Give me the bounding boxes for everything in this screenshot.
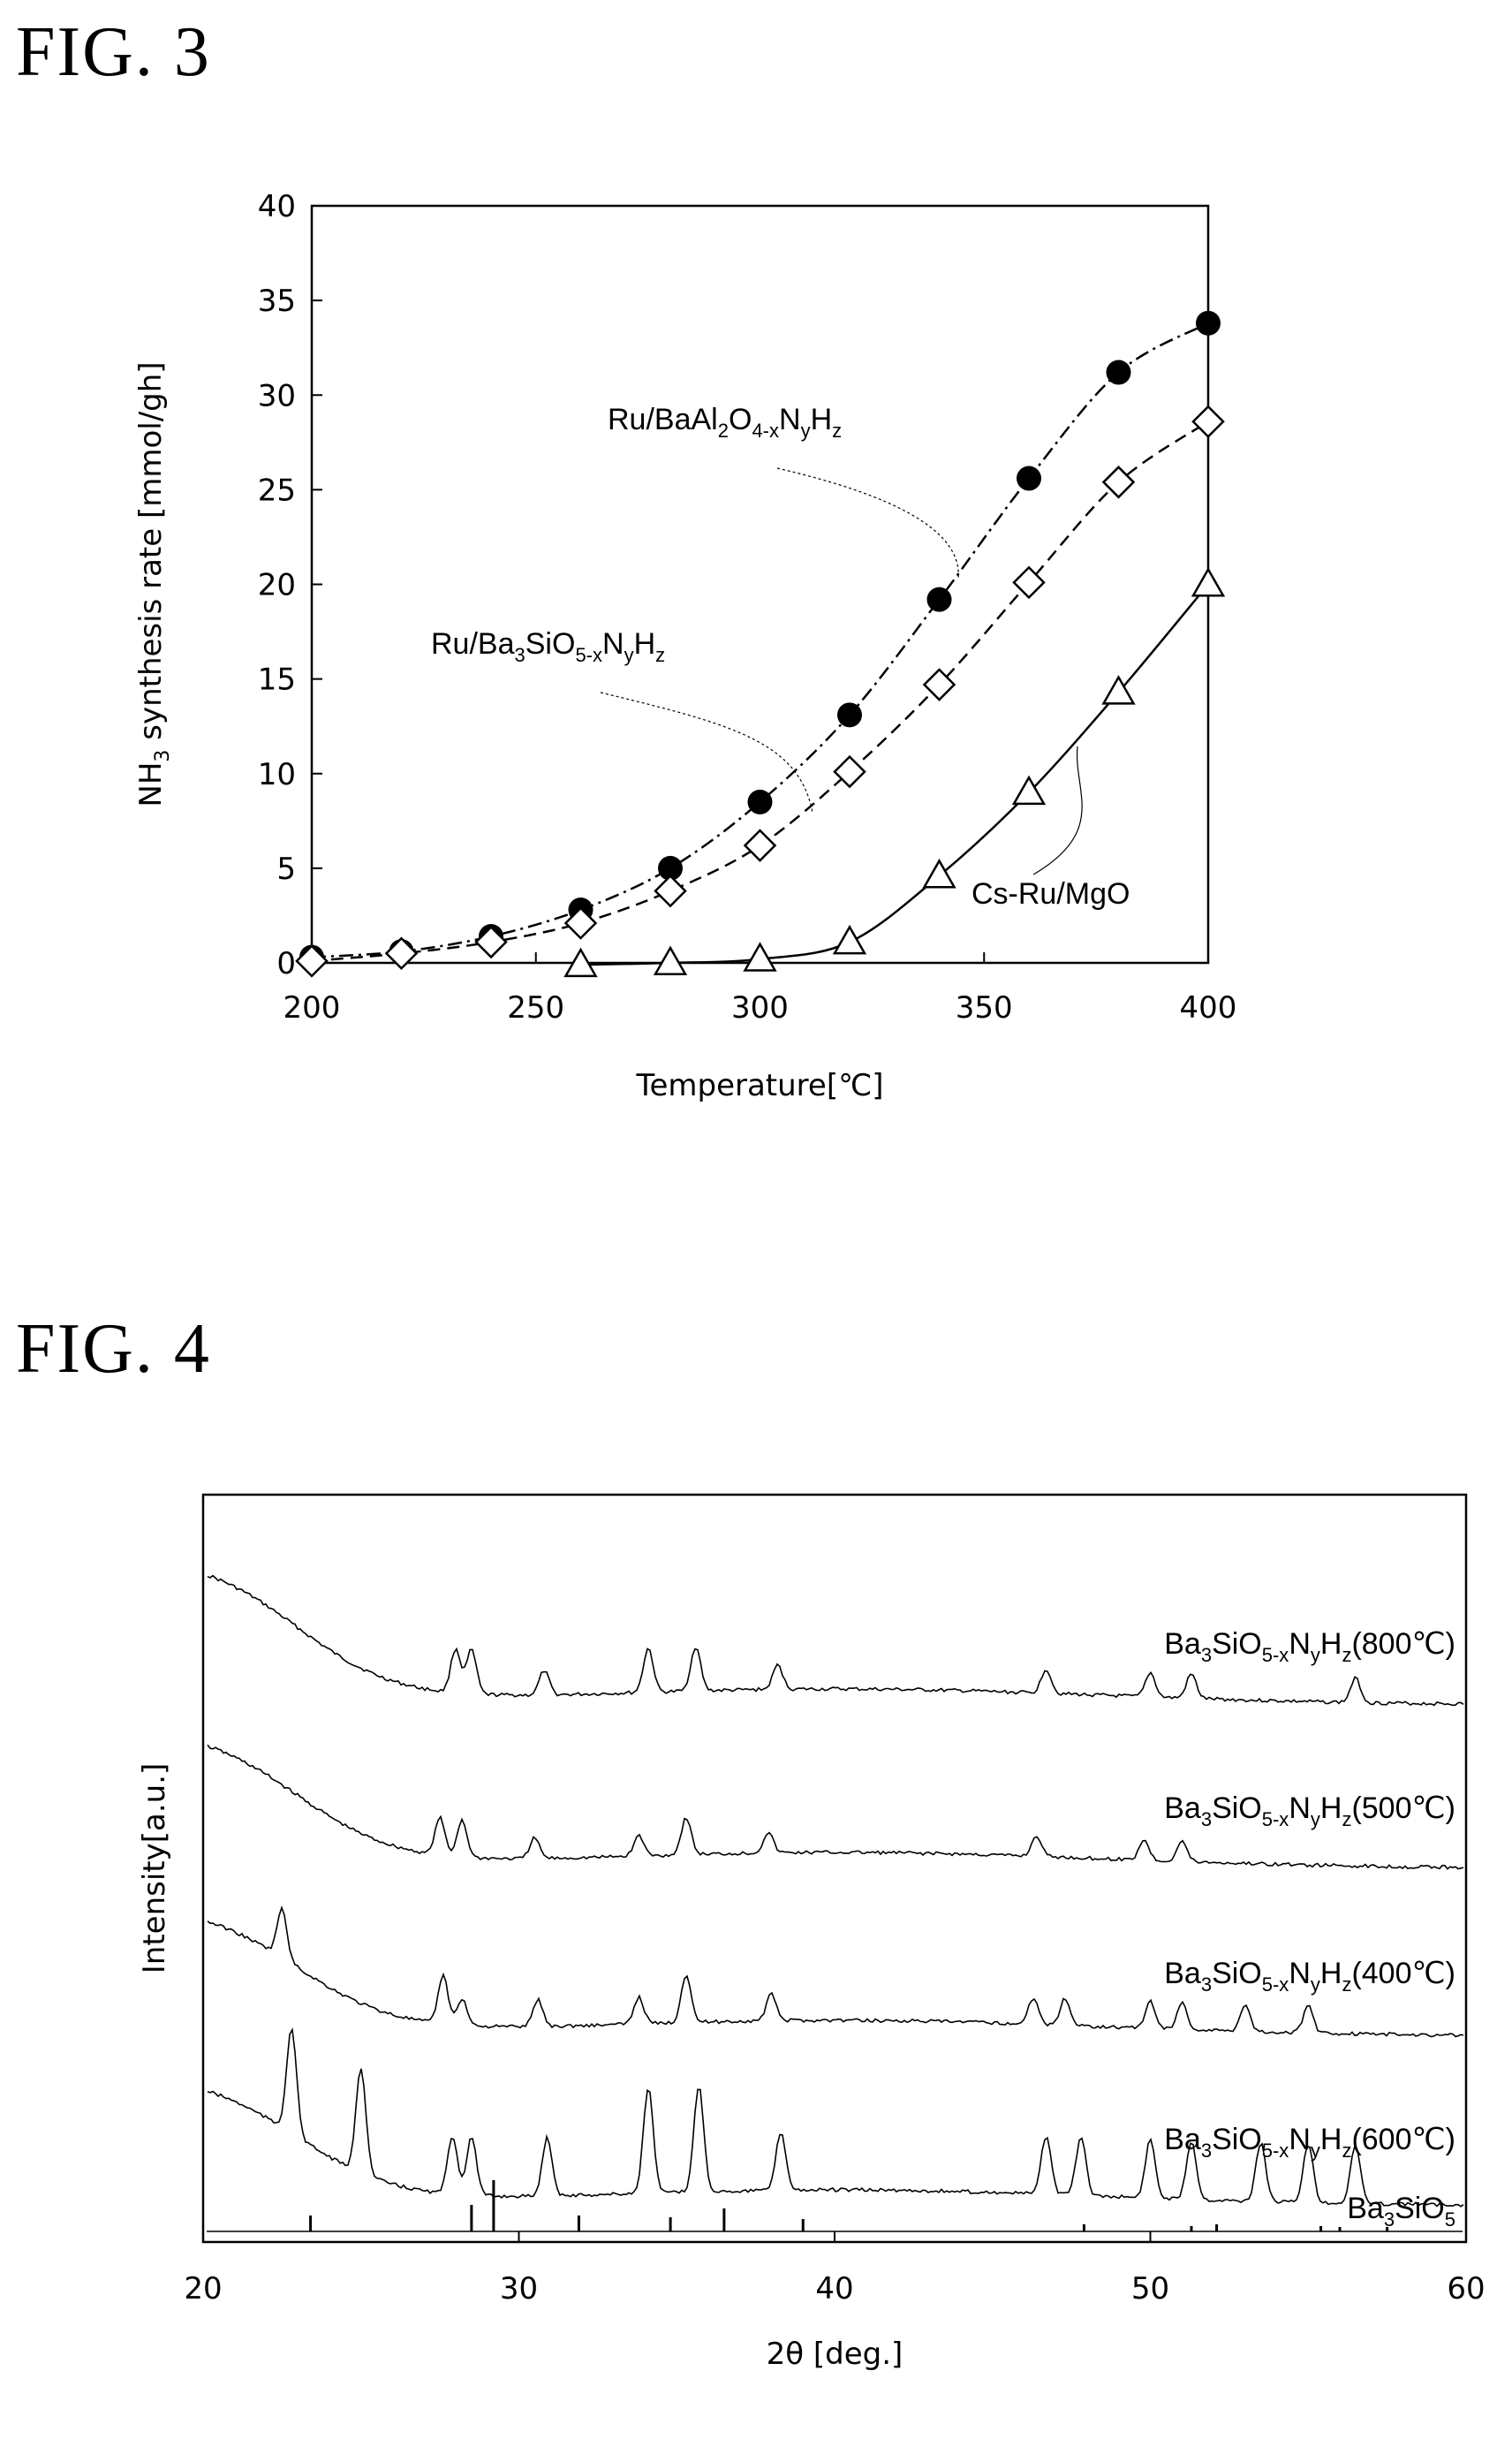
fig3-y-tick-label: 5	[276, 852, 296, 887]
fig3-y-tick-label: 35	[258, 284, 296, 319]
fig3-series-line	[311, 322, 1209, 958]
fig3-x-tick-label: 400	[1180, 990, 1237, 1026]
fig3-series-label: Ru/Ba3SiO5-xNyHz	[431, 627, 665, 666]
fig3-series-label: Ru/BaAl2O4-xNyHz	[608, 403, 842, 442]
fig3-y-tick-label: 15	[258, 663, 296, 698]
fig3-point-diamond	[1101, 466, 1136, 499]
fig3-leader-line	[1032, 746, 1083, 875]
fig3-point-circle	[1196, 310, 1221, 336]
fig3-y-axis-label: NH3 synthesis rate [mmol/gh]	[133, 361, 174, 807]
fig4-series-label: Ba3SiO5-xNyHz(800℃)	[1164, 1627, 1455, 1666]
fig3-point-diamond	[922, 668, 956, 701]
fig3-point-triangle	[922, 858, 956, 889]
fig3-point-triangle	[1011, 775, 1047, 806]
figure-4-title: FIG. 4	[16, 1310, 211, 1388]
fig3-y-tick-label: 40	[258, 189, 296, 224]
fig4-pattern-line	[207, 2027, 1464, 2208]
fig3-x-tick-label: 200	[284, 990, 341, 1026]
fig3-point-triangle	[1191, 566, 1226, 597]
fig3-leader-line	[600, 692, 813, 814]
fig4-x-tick-label: 50	[1131, 2271, 1169, 2306]
fig4-series-label: Ba3SiO5	[1347, 2192, 1455, 2231]
fig3-point-circle	[1106, 360, 1131, 385]
fig3-point-diamond	[384, 936, 419, 971]
fig3-x-tick-label: 250	[507, 990, 564, 1026]
fig4-x-axis-label: 2θ [deg.]	[767, 2337, 903, 2372]
fig3-point-circle	[658, 855, 683, 881]
fig3-point-diamond	[654, 874, 687, 908]
fig3-series-line	[311, 420, 1209, 963]
fig4-x-tick-label: 30	[500, 2271, 538, 2306]
fig3-point-circle	[1017, 466, 1041, 491]
fig3-leader-line	[776, 467, 959, 579]
fig3-point-diamond	[1012, 565, 1046, 600]
fig3-point-triangle	[832, 924, 867, 955]
fig3-point-diamond	[474, 925, 508, 959]
fig4-series-label: Ba3SiO5-xNyHz(400℃)	[1164, 1957, 1455, 1996]
fig3-point-diamond	[563, 906, 598, 940]
fig4-pattern-line	[207, 1744, 1464, 1870]
figure-3-title: FIG. 3	[16, 13, 211, 91]
fig3-point-diamond	[295, 944, 329, 978]
fig3-x-tick-label: 350	[956, 990, 1013, 1026]
fig3-point-triangle	[743, 942, 777, 972]
fig4-pattern-line	[207, 1574, 1464, 1707]
fig3-y-tick-label: 30	[258, 378, 296, 413]
fig3-point-circle	[837, 702, 862, 728]
fig3-x-tick-label: 300	[731, 990, 789, 1026]
fig3-y-tick-label: 25	[258, 473, 296, 508]
fig3-y-tick-label: 20	[258, 568, 296, 603]
fig4-pattern-line	[207, 1905, 1464, 2038]
fig3-point-circle	[926, 587, 952, 612]
fig4-x-tick-label: 60	[1447, 2271, 1485, 2306]
fig4-series-label: Ba3SiO5-xNyHz(500℃)	[1164, 1791, 1455, 1830]
fig3-y-tick-label: 0	[276, 946, 296, 981]
fig3-x-axis-label: Temperature[℃]	[635, 1068, 883, 1103]
fig4-y-axis-label: Intensity[a.u.]	[137, 1763, 172, 1974]
fig4-series-label: Ba3SiO5-xNyHz(600℃)	[1164, 2123, 1455, 2162]
fig3-point-triangle	[1101, 675, 1136, 705]
fig3-point-triangle	[653, 945, 688, 975]
fig4-x-tick-label: 40	[815, 2271, 853, 2306]
fig3-point-diamond	[833, 754, 866, 789]
fig3-point-diamond	[1191, 405, 1225, 439]
fig3-point-triangle	[563, 947, 598, 978]
fig3-point-circle	[747, 789, 773, 814]
fig4-x-tick-label: 20	[184, 2271, 222, 2306]
fig4-plot-frame	[201, 1493, 1468, 2244]
fig3-y-tick-label: 10	[258, 757, 296, 792]
fig3-point-diamond	[743, 829, 777, 862]
fig3-series-label: Cs-Ru/MgO	[971, 877, 1130, 911]
